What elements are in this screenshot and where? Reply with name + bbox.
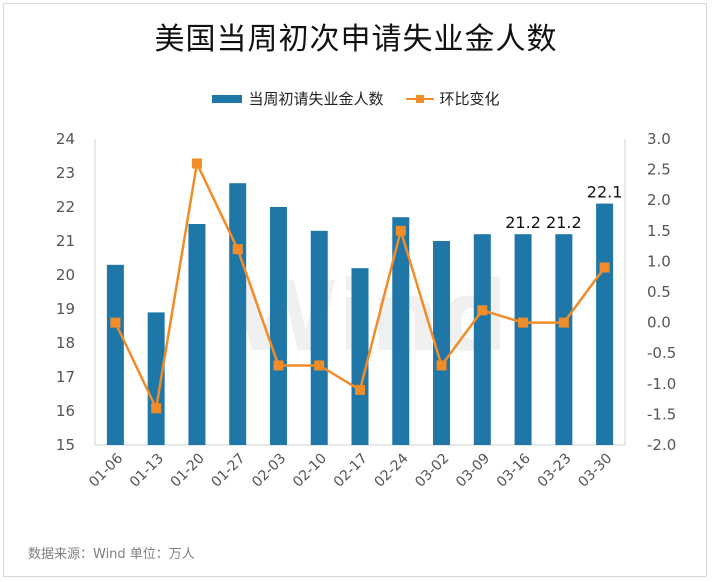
x-tick-label: 03-23 [535, 451, 575, 491]
y-right-tick-label: 0.5 [647, 283, 671, 301]
line-point [395, 225, 406, 236]
line-point [273, 360, 284, 371]
bar [473, 234, 491, 445]
y-right-tick-label: -2.0 [647, 436, 676, 454]
y-right-tick-label: 0.0 [647, 314, 671, 332]
x-tick-label: 03-02 [412, 451, 452, 491]
legend-item-line: 环比变化 [405, 88, 500, 109]
bar [229, 183, 247, 445]
chart-title: 美国当周初次申请失业金人数 [154, 22, 558, 57]
y-left-tick-label: 18 [56, 334, 75, 352]
source-note: 数据来源：Wind 单位：万人 [28, 547, 195, 562]
legend-bar-label: 当周初请失业金人数 [248, 90, 384, 108]
y-left-tick-label: 22 [56, 198, 75, 216]
line-point [110, 317, 121, 328]
legend-item-bar: 当周初请失业金人数 [212, 88, 384, 109]
x-tick-label: 03-16 [494, 450, 534, 490]
legend-bar-swatch [212, 94, 243, 103]
y-left-tick-label: 24 [56, 130, 75, 148]
x-tick-label: 03-30 [575, 451, 615, 491]
legend-line-swatch [405, 94, 434, 104]
x-tick-label: 01-13 [127, 451, 167, 491]
line-point [518, 317, 529, 328]
x-tick-label: 01-20 [168, 451, 208, 491]
x-tick-label: 01-27 [208, 451, 248, 491]
x-tick-label: 02-17 [331, 451, 371, 491]
y-left-tick-label: 17 [56, 368, 75, 386]
bar [555, 234, 573, 445]
data-label: 21.2 [546, 213, 582, 232]
bar [106, 264, 124, 445]
legend: 当周初请失业金人数 环比变化 [0, 88, 712, 109]
line-point [232, 244, 243, 255]
bar [188, 224, 206, 445]
bar [596, 203, 614, 445]
x-tick-label: 02-24 [372, 450, 412, 490]
bar [514, 234, 532, 445]
y-right-tick-label: 1.0 [647, 252, 671, 270]
bar [310, 230, 328, 445]
legend-line-label: 环比变化 [439, 90, 500, 108]
x-tick-label: 01-06 [86, 450, 126, 490]
y-right-tick-label: 1.5 [647, 222, 671, 240]
line-point [355, 384, 365, 395]
x-tick-label: 02-10 [290, 451, 330, 491]
y-right-tick-label: -1.5 [647, 405, 676, 423]
bar [269, 207, 287, 445]
y-right-tick-label: 2.5 [647, 161, 671, 179]
bar [392, 217, 410, 445]
y-right-tick-label: -1.0 [647, 375, 676, 393]
bar [351, 268, 369, 445]
data-label: 21.2 [505, 213, 541, 232]
line-point [599, 262, 610, 273]
y-left-tick-label: 19 [56, 300, 75, 318]
y-left-tick-label: 23 [56, 164, 75, 182]
y-left-tick-label: 21 [56, 232, 75, 250]
line-point [558, 317, 569, 328]
y-left-tick-label: 20 [56, 266, 75, 284]
y-right-tick-label: 2.0 [647, 191, 671, 209]
line-point [436, 360, 447, 371]
x-tick-label: 03-09 [453, 451, 493, 491]
data-label: 22.1 [587, 183, 623, 202]
line-point [191, 158, 202, 169]
bar [433, 241, 451, 445]
line-point [314, 360, 325, 371]
line-point [151, 403, 162, 414]
line-point [477, 305, 488, 316]
y-left-tick-label: 16 [56, 402, 75, 420]
y-right-tick-label: -0.5 [647, 344, 676, 362]
y-left-tick-label: 15 [56, 436, 75, 454]
y-right-tick-label: 3.0 [647, 130, 671, 148]
x-tick-label: 02-03 [249, 451, 289, 491]
